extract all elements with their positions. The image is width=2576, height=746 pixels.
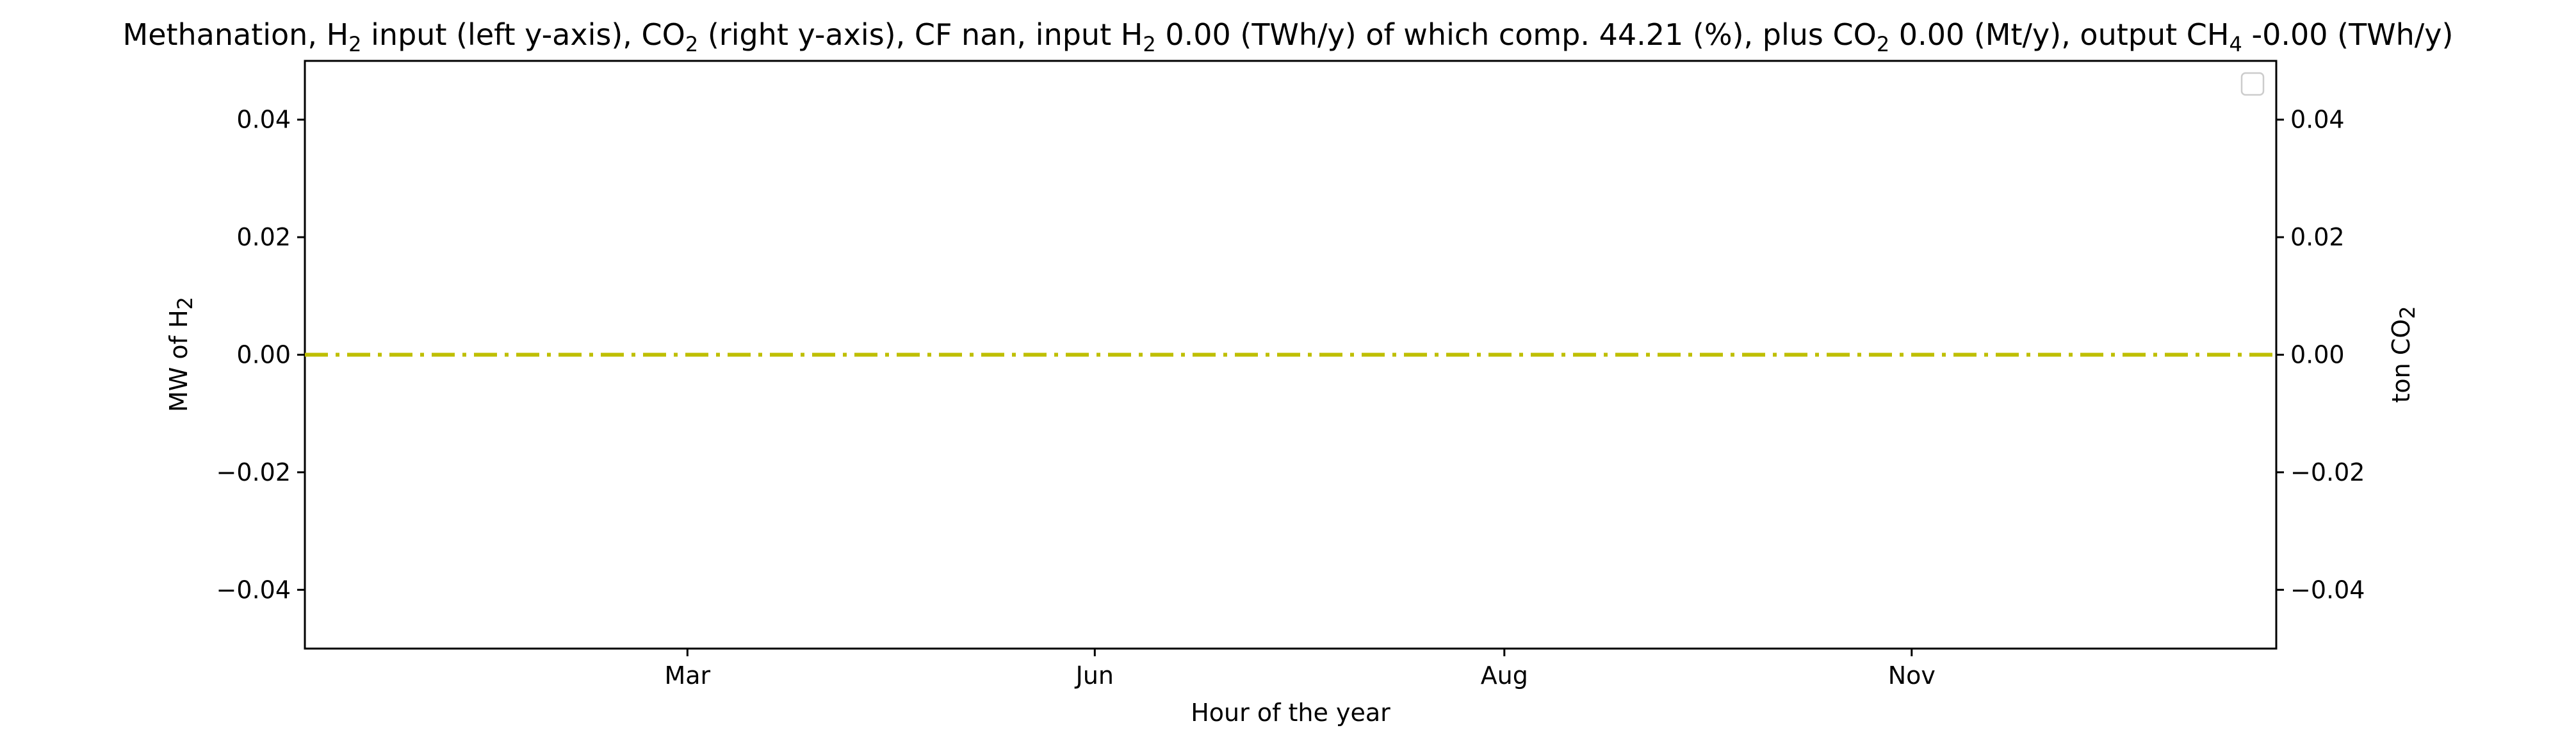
chart-title-part-5: 0.00 (Mt/y), output CH: [1889, 17, 2229, 52]
x-axis-label: Hour of the year: [1191, 699, 1390, 727]
right-y-tick-label-0: 0.04: [2290, 106, 2345, 134]
right-y-tick-label-3: −0.02: [2290, 458, 2365, 486]
left-y-tick-label-2: 0.00: [236, 341, 291, 369]
left-y-axis-label: MW of H2: [165, 297, 197, 412]
legend-box: [2240, 72, 2265, 96]
left-y-axis-label-sub: 2: [173, 297, 197, 310]
x-axis: Mar Jun Aug Nov: [664, 649, 1936, 690]
right-y-axis-label-sub: 2: [2395, 306, 2420, 319]
left-y-tick-label-4: −0.04: [216, 576, 291, 604]
left-y-tick-label-3: −0.02: [216, 458, 291, 486]
chart-title-part-4: 0.00 (TWh/y) of which comp. 44.21 (%), p…: [1156, 17, 1877, 52]
chart-title-part-1: Methanation, H: [123, 17, 349, 52]
right-y-tick-label-1: 0.02: [2290, 223, 2345, 251]
right-y-axis-label: ton CO2: [2387, 306, 2420, 402]
left-y-axis-label-main: MW of H: [165, 310, 193, 412]
right-y-axis-label-main: ton CO: [2387, 319, 2415, 403]
x-tick-label-3: Nov: [1888, 661, 1936, 690]
chart-title-sub-4: 2: [1877, 32, 1889, 56]
left-y-tick-label-0: 0.04: [236, 106, 291, 134]
chart-title-sub-2: 2: [685, 32, 698, 56]
left-y-axis: 0.04 0.02 0.00 −0.02 −0.04: [216, 106, 305, 604]
chart-title-sub-3: 2: [1143, 32, 1155, 56]
x-tick-label-1: Jun: [1075, 661, 1114, 690]
right-y-axis: 0.04 0.02 0.00 −0.02 −0.04: [2276, 106, 2365, 604]
x-tick-label-2: Aug: [1481, 661, 1528, 690]
right-y-tick-label-2: 0.00: [2290, 341, 2345, 369]
chart-title-part-6: -0.00 (TWh/y): [2242, 17, 2454, 52]
chart-title-sub-5: 4: [2230, 32, 2242, 56]
chart-title: Methanation, H2 input (left y-axis), CO2…: [123, 17, 2454, 56]
chart-title-part-3: (right y-axis), CF nan, input H: [698, 17, 1143, 52]
chart-title-sub-1: 2: [348, 32, 361, 56]
right-y-tick-label-4: −0.04: [2290, 576, 2365, 604]
chart-title-part-2: input (left y-axis), CO: [362, 17, 685, 52]
left-y-tick-label-1: 0.02: [236, 223, 291, 251]
x-tick-label-0: Mar: [664, 661, 710, 690]
